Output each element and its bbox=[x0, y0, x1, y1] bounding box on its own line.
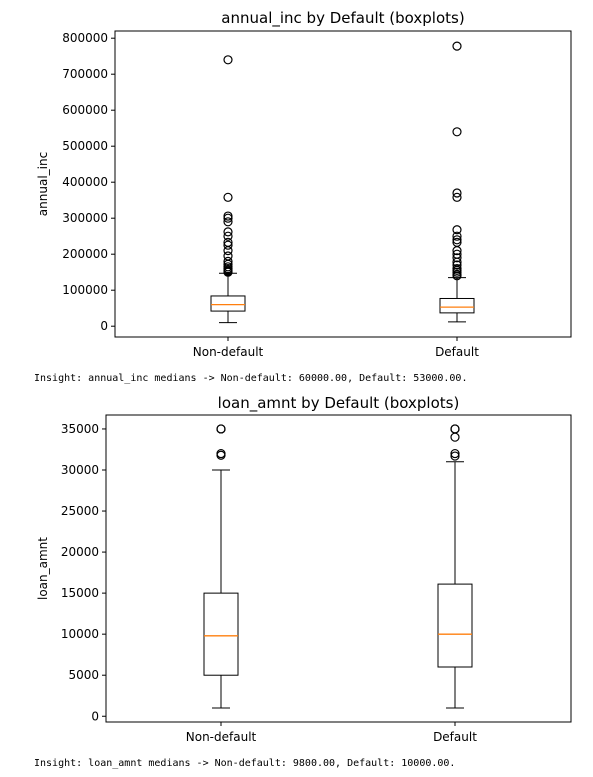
y-tick-label: 15000 bbox=[61, 586, 99, 600]
y-tick-label: 400000 bbox=[62, 175, 108, 189]
iqr-box bbox=[210, 295, 246, 312]
y-tick-label: 700000 bbox=[62, 67, 108, 81]
y-tick-label: 30000 bbox=[61, 463, 99, 477]
x-tick-label: Non-default bbox=[193, 345, 264, 359]
plot-frame bbox=[114, 30, 572, 338]
outlier-point bbox=[452, 192, 462, 202]
y-tick-label: 800000 bbox=[62, 31, 108, 45]
iqr-box bbox=[203, 592, 239, 676]
y-axis-label: annual_inc bbox=[36, 152, 50, 216]
insight-loan-amnt: Insight: loan_amnt medians -> Non-defaul… bbox=[34, 758, 456, 769]
outlier-point bbox=[450, 432, 460, 442]
outlier-point bbox=[223, 217, 233, 227]
y-tick-label: 300000 bbox=[62, 211, 108, 225]
outlier-point bbox=[216, 424, 226, 434]
y-tick-label: 100000 bbox=[62, 283, 108, 297]
chart-title: loan_amnt by Default (boxplots) bbox=[218, 394, 460, 413]
insight-annual-inc: Insight: annual_inc medians -> Non-defau… bbox=[34, 373, 468, 384]
outlier-point bbox=[452, 225, 462, 235]
box-default bbox=[437, 424, 473, 709]
y-tick-label: 5000 bbox=[68, 668, 99, 682]
outlier-point bbox=[223, 262, 233, 272]
outlier-point bbox=[452, 237, 462, 247]
y-axis-label: loan_amnt bbox=[36, 537, 50, 600]
outlier-point bbox=[450, 448, 460, 459]
outlier-point bbox=[223, 240, 233, 250]
outlier-point bbox=[216, 448, 226, 459]
box-non-default bbox=[203, 424, 239, 709]
box-non-default bbox=[210, 55, 246, 324]
outlier-point bbox=[452, 41, 462, 51]
x-tick-label: Default bbox=[433, 730, 477, 744]
chart-2: loan_amnt by Default (boxplots) 0 5000 1000… bbox=[36, 394, 572, 744]
iqr-box bbox=[437, 583, 473, 668]
y-tick-label: 0 bbox=[100, 319, 108, 333]
y-tick-label: 20000 bbox=[61, 545, 99, 559]
outlier-point bbox=[223, 256, 233, 266]
outlier-point bbox=[452, 235, 462, 245]
outlier-point bbox=[452, 127, 462, 137]
outlier-point bbox=[452, 260, 462, 270]
outlier-point bbox=[450, 451, 460, 461]
outlier-point bbox=[452, 264, 462, 274]
outlier-point bbox=[223, 251, 233, 261]
outlier-point bbox=[223, 237, 233, 247]
outlier-point bbox=[452, 249, 462, 259]
outlier-point bbox=[223, 227, 233, 237]
chart-title: annual_inc by Default (boxplots) bbox=[221, 9, 464, 28]
outlier-point bbox=[450, 424, 460, 434]
x-tick-label: Non-default bbox=[186, 730, 257, 744]
y-tick-label: 600000 bbox=[62, 103, 108, 117]
y-tick-label: 200000 bbox=[62, 247, 108, 261]
y-tick-label: 500000 bbox=[62, 139, 108, 153]
outlier-point bbox=[223, 211, 233, 221]
plot-frame bbox=[105, 414, 572, 723]
chart-1: annual_inc by Default (boxplots) 0 100000 2… bbox=[36, 9, 572, 359]
box-default bbox=[439, 41, 475, 323]
outlier-point bbox=[223, 192, 233, 202]
y-tick-label: 35000 bbox=[61, 422, 99, 436]
y-tick-label: 0 bbox=[91, 709, 99, 723]
outlier-point bbox=[452, 231, 462, 241]
y-tick-label: 25000 bbox=[61, 504, 99, 518]
iqr-box bbox=[439, 297, 475, 314]
outlier-point bbox=[452, 188, 462, 198]
outlier-point bbox=[223, 55, 233, 65]
outlier-point bbox=[452, 253, 462, 263]
outlier-point bbox=[223, 231, 233, 241]
y-tick-label: 10000 bbox=[61, 627, 99, 641]
x-tick-label: Default bbox=[435, 345, 479, 359]
